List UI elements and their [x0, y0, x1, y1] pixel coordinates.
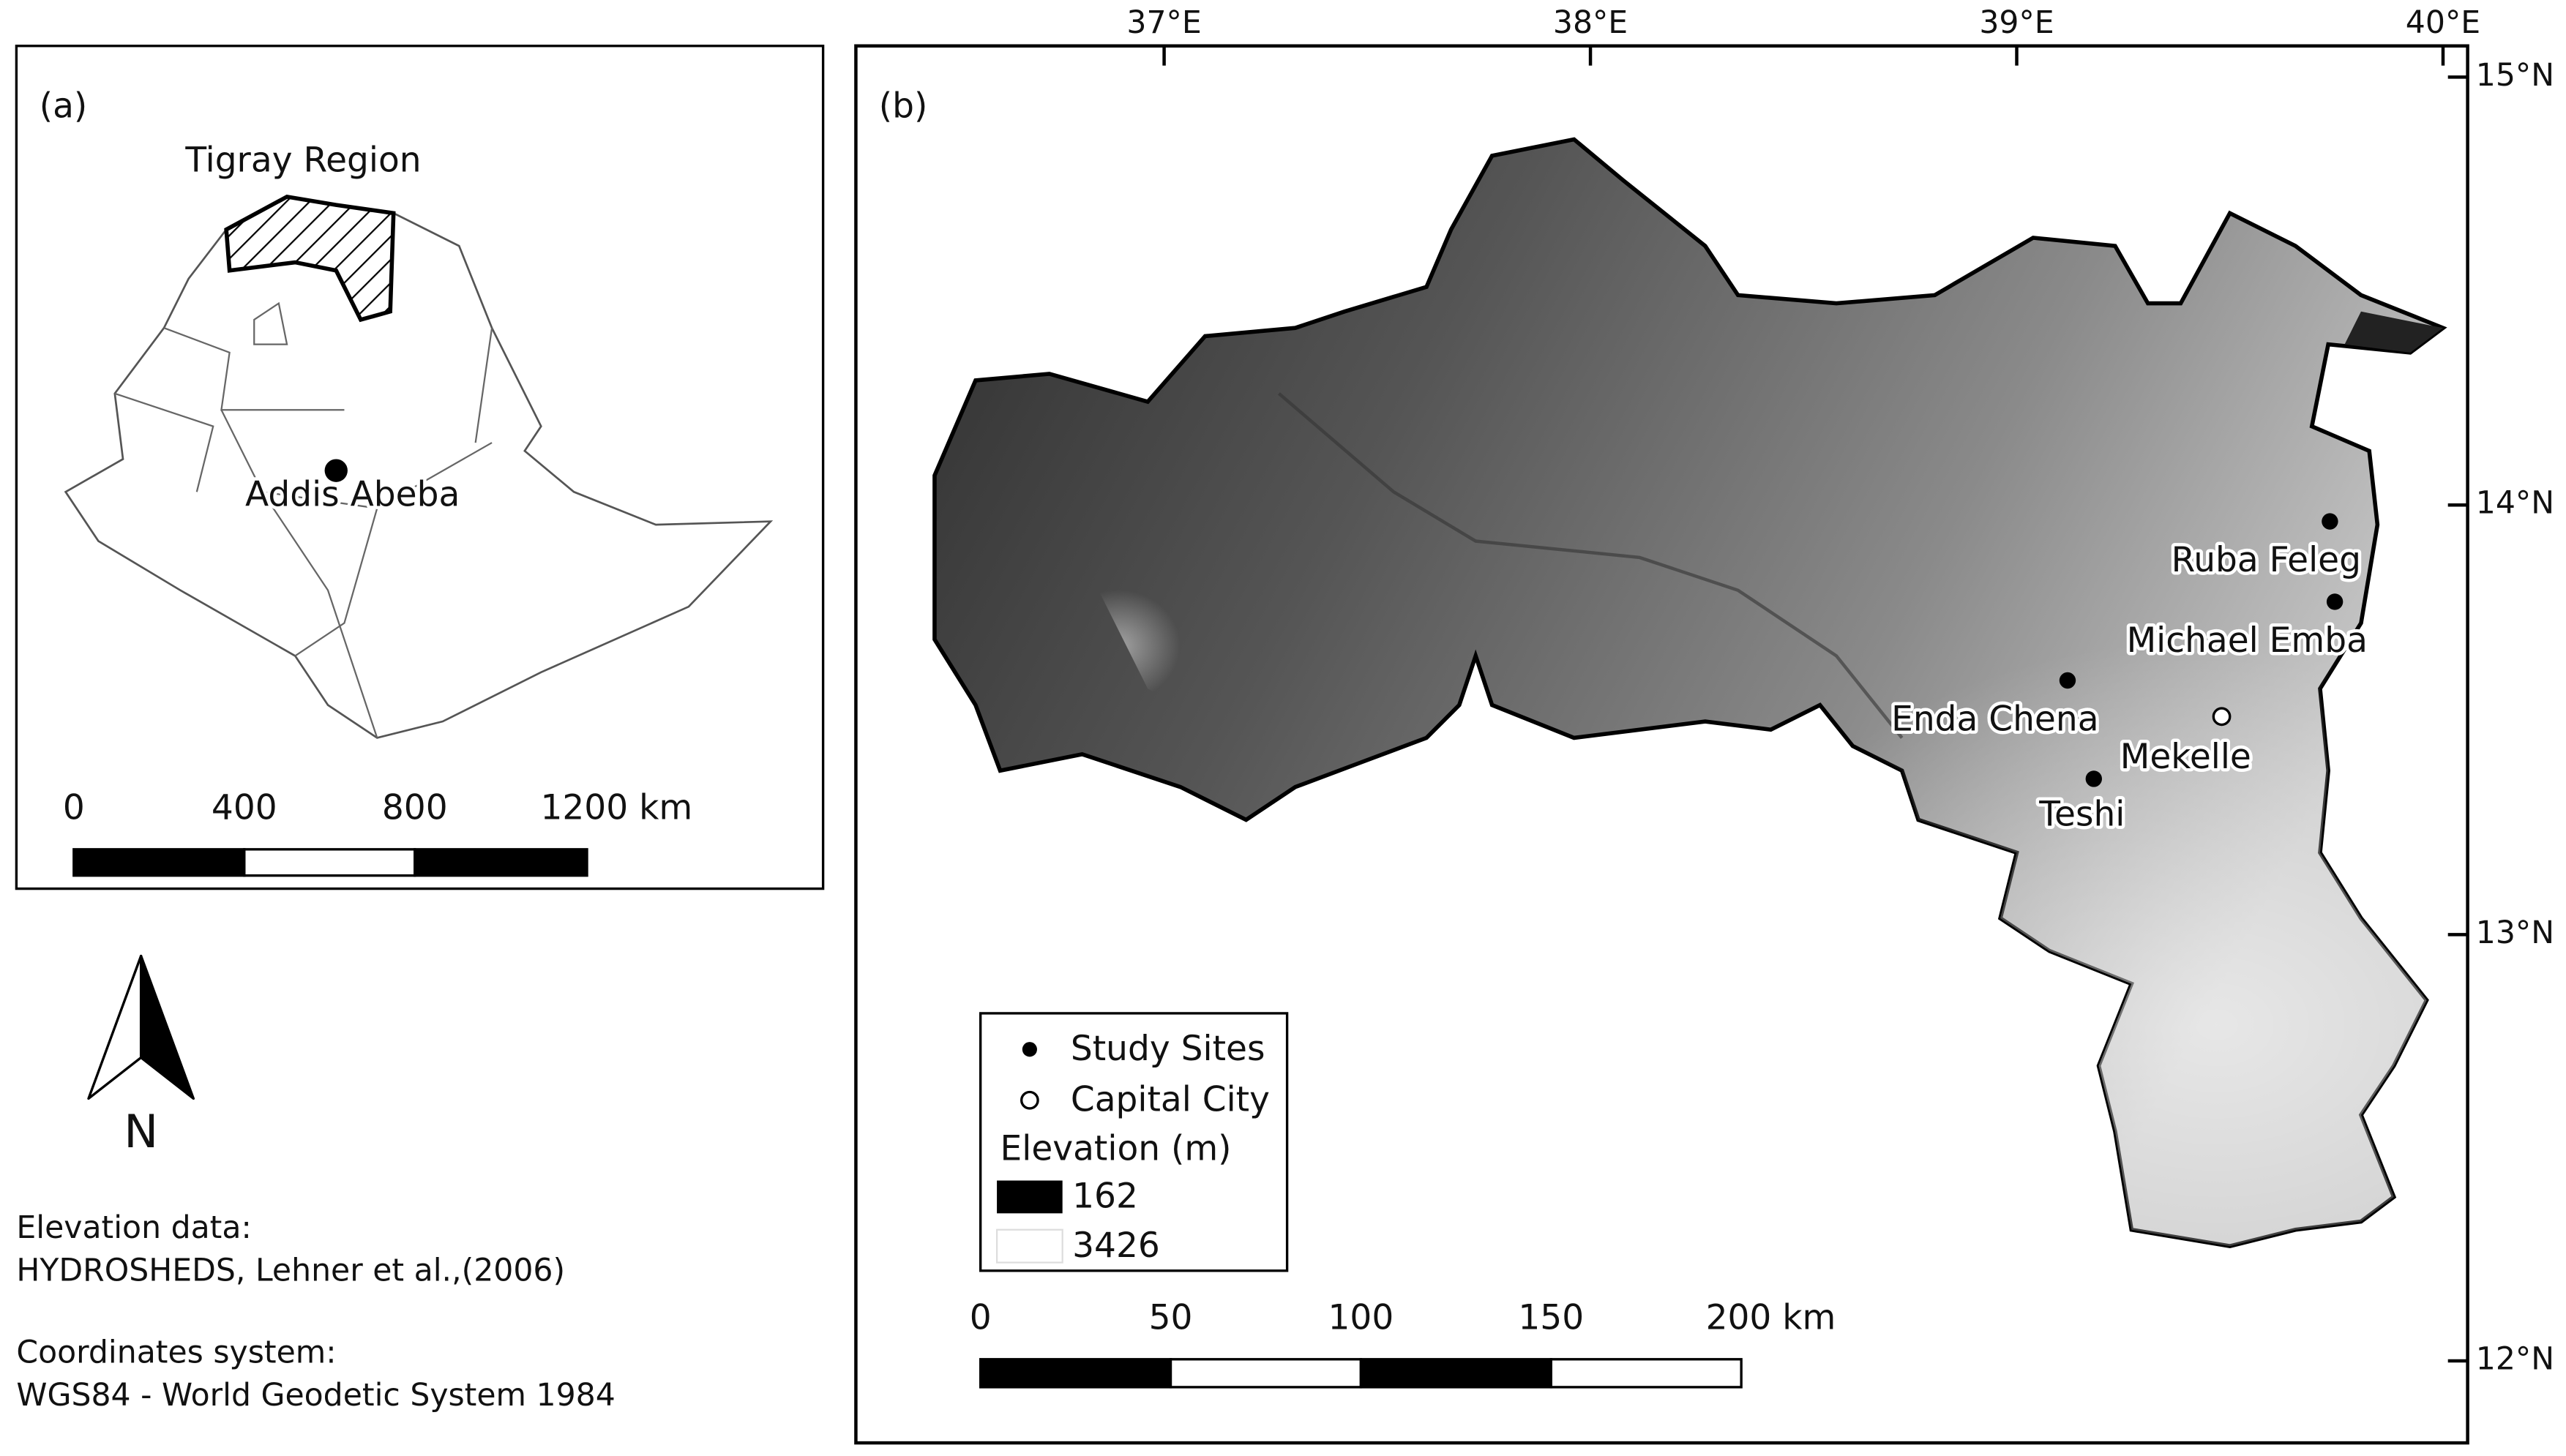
site-marker: [2326, 593, 2344, 610]
city-marker: [324, 459, 348, 482]
scale-label: 800: [382, 788, 448, 828]
scale-label: 400: [212, 788, 277, 828]
lat-tick-label: 15°N: [2476, 57, 2554, 94]
note: Coordinates system:: [16, 1335, 336, 1371]
legend-symbol: [1022, 1042, 1037, 1057]
lat-tick-label: 12°N: [2476, 1341, 2554, 1378]
north-label: N: [124, 1105, 158, 1158]
scale-label: 150: [1518, 1297, 1584, 1337]
panel-label: (b): [879, 86, 928, 126]
legend-swatch: [997, 1180, 1063, 1214]
note: WGS84 - World Geodetic System 1984: [16, 1377, 615, 1414]
note: Elevation data:: [16, 1209, 251, 1246]
tigray-inset: [224, 194, 396, 323]
panel-label: (a): [40, 86, 88, 126]
note: HYDROSHEDS, Lehner et al.,(2006): [16, 1253, 565, 1289]
site-label: Ruba Feleg: [2172, 540, 2361, 580]
region-label: Tigray Region: [184, 140, 421, 180]
lon-tick-label: 37°E: [1126, 4, 1201, 41]
north-arrow: [87, 954, 195, 1100]
legend-label: 3426: [1072, 1226, 1160, 1266]
lon-tick-label: 39°E: [1979, 4, 2054, 41]
scale-label: 0: [63, 788, 85, 828]
lat-tick-label: 14°N: [2476, 485, 2554, 522]
capital-marker: [2212, 707, 2232, 727]
legend-label: Capital City: [1071, 1079, 1270, 1119]
elevation-map: [932, 137, 2447, 1249]
ethiopia-outline: [64, 195, 774, 739]
scale-label: 1200 km: [540, 788, 692, 828]
scale-label: 50: [1149, 1297, 1193, 1337]
legend-label: Study Sites: [1071, 1029, 1265, 1069]
scale-bar: [72, 848, 588, 877]
panel-b-frame: [854, 44, 2469, 1445]
legend-symbol: [1020, 1090, 1039, 1110]
capital-label: Mekelle: [2120, 737, 2251, 777]
legend-swatch: [995, 1228, 1063, 1264]
lat-tick-label: 13°N: [2476, 915, 2554, 951]
legend-label: 162: [1072, 1177, 1138, 1217]
scale-label: 100: [1328, 1297, 1394, 1337]
site-marker: [2085, 770, 2103, 787]
graticule-ticks: [1162, 45, 2468, 1363]
site-label: Teshi: [2038, 795, 2125, 835]
legend-title: Elevation (m): [1000, 1129, 1232, 1169]
panel-a-frame: [15, 45, 825, 890]
lon-tick-label: 38°E: [1553, 4, 1628, 41]
site-marker: [2059, 672, 2076, 689]
scale-label: 200 km: [1706, 1297, 1836, 1337]
city-label: Addis Abeba: [245, 475, 460, 515]
site-label: Enda Chena: [1891, 699, 2098, 740]
scale-label: 0: [970, 1297, 992, 1337]
lon-tick-label: 40°E: [2406, 4, 2480, 41]
scale-bar: [979, 1358, 1743, 1389]
regional-boundaries: [114, 301, 493, 738]
site-label: Michael Emba: [2127, 620, 2368, 661]
site-marker: [2322, 513, 2338, 530]
